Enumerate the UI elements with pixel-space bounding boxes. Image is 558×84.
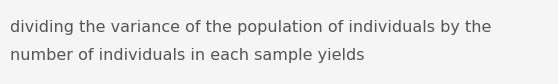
- Text: dividing the variance of the population of individuals by the: dividing the variance of the population …: [10, 20, 492, 35]
- Text: number of individuals in each sample yields: number of individuals in each sample yie…: [10, 48, 364, 63]
